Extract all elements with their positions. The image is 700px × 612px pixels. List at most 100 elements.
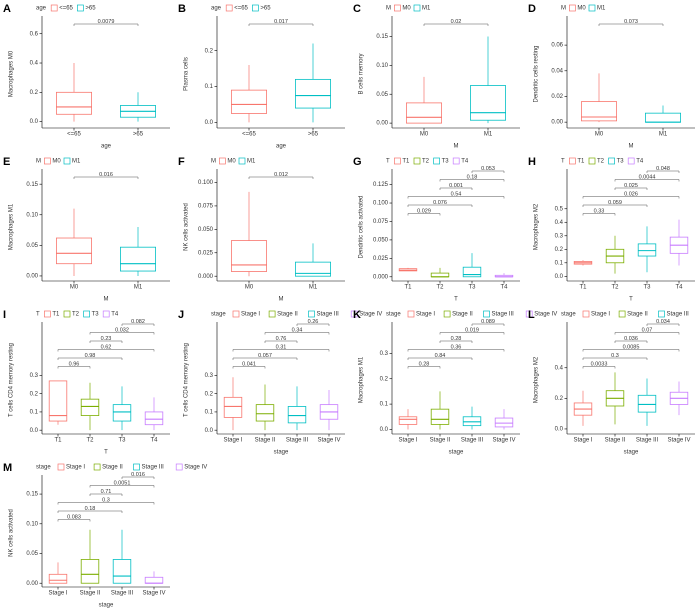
y-tick-label: 0.0 (205, 428, 214, 434)
legend-key (50, 4, 58, 12)
y-axis-label: B cells memory (359, 53, 365, 94)
y-tick-label: 0.2 (30, 391, 39, 397)
comparison-bracket (471, 170, 505, 173)
p-value: 0.54 (451, 191, 462, 197)
y-tick-label: 0.00 (26, 581, 38, 587)
legend-entry: M0 (402, 6, 411, 12)
legend-key (77, 4, 84, 12)
legend-entry: T2 (597, 159, 605, 165)
comparison-bracket (296, 323, 330, 326)
x-tick-label: Stage I (573, 438, 592, 444)
comparison-bracket (73, 176, 139, 179)
legend-entry: M1 (247, 159, 256, 165)
legend-entry: Stage I (416, 312, 435, 318)
legend-entry: T2 (422, 159, 430, 165)
y-tick-label: 0.00 (551, 120, 563, 126)
x-tick-label: Stage III (636, 438, 659, 444)
legend-key (93, 463, 101, 471)
x-tick-label: T3 (118, 438, 126, 444)
legend-title: stage (211, 312, 226, 318)
p-value: 0.18 (467, 174, 478, 180)
legend-key (44, 310, 51, 318)
x-tick-label: Stage II (430, 438, 451, 444)
p-value: 0.032 (115, 327, 129, 333)
p-value: 0.23 (101, 336, 112, 342)
box (462, 266, 482, 278)
box (56, 237, 93, 265)
x-tick-label: T3 (468, 285, 476, 291)
legend-key (658, 310, 665, 318)
x-axis-label: M (454, 144, 459, 150)
legend-entry: T1 (52, 312, 60, 318)
legend-entry: T1 (577, 159, 585, 165)
y-tick-label: 0.100 (373, 201, 389, 207)
comparison-bracket (264, 340, 298, 343)
legend-key (175, 463, 183, 471)
legend-key (252, 4, 259, 12)
p-value: 0.048 (656, 166, 670, 172)
box (56, 91, 93, 115)
legend-key (63, 310, 71, 318)
legend-entry: Stage III (142, 465, 165, 471)
comparison-bracket (57, 510, 123, 513)
y-axis-label: NK cells activated (9, 509, 15, 557)
box (406, 102, 443, 124)
p-value: 0.041 (242, 361, 256, 367)
y-tick-label: 0.025 (373, 256, 389, 262)
panel-label: G (353, 156, 362, 168)
comparison-bracket (89, 340, 123, 343)
p-value: 0.3 (611, 353, 619, 359)
p-value: 0.76 (276, 336, 287, 342)
x-axis-label: T (629, 297, 633, 303)
x-tick-label: >65 (308, 132, 319, 138)
p-value: 0.012 (274, 172, 288, 178)
x-tick-label: Stage III (461, 438, 484, 444)
y-tick-label: 0.050 (198, 227, 214, 233)
x-axis-label: stage (99, 603, 114, 609)
y-tick-label: 0.050 (373, 237, 389, 243)
legend-title: age (36, 6, 47, 12)
p-value: 0.053 (481, 166, 495, 172)
x-tick-label: T2 (611, 285, 619, 291)
p-value: 0.28 (451, 336, 462, 342)
panel: H T T1 T2 T3 T4 0.0 0.1 0.2 0.3 0.4 0.5 Macrophages … (528, 156, 695, 303)
y-tick-label: 0.10 (376, 63, 388, 69)
x-axis-label: M (104, 297, 109, 303)
comparison-bracket (407, 357, 473, 360)
comparison-bracket (582, 366, 616, 369)
y-tick-label: 0.000 (198, 274, 214, 280)
comparison-bracket (439, 332, 505, 335)
p-value: 0.07 (642, 327, 653, 333)
legend-title: stage (36, 465, 51, 471)
legend-key (413, 4, 421, 12)
box (112, 404, 132, 422)
legend-entry: <=65 (59, 6, 73, 12)
x-axis-label: stage (624, 450, 639, 456)
panel: F M M0 M1 0.000 0.025 0.050 0.075 0.100 NK cells … (178, 156, 345, 303)
x-tick-label: Stage II (255, 438, 276, 444)
comparison-bracket (232, 357, 298, 360)
y-axis-label: NK cells activated (184, 203, 190, 251)
legend-key (238, 157, 246, 165)
legend-entry: Stage IV (184, 465, 207, 471)
legend-key (225, 4, 233, 12)
comparison-bracket (407, 204, 473, 207)
legend-key (57, 463, 65, 471)
p-value: 0.02 (451, 19, 462, 25)
legend-key (525, 310, 533, 318)
box (112, 559, 132, 584)
x-tick-label: M1 (484, 132, 493, 138)
p-value: 0.31 (276, 344, 287, 350)
box (120, 246, 157, 272)
p-value: 0.0033 (591, 361, 608, 367)
legend-entry: M1 (72, 159, 81, 165)
legend-entry: Stage I (591, 312, 610, 318)
box (645, 112, 682, 123)
p-value: 0.0079 (98, 19, 115, 25)
comparison-bracket (439, 340, 473, 343)
panel: C M M0 M1 0.00 0.05 0.10 0.15 B cells memory M M0 M… (353, 3, 520, 150)
y-tick-label: 0.0 (555, 427, 564, 433)
legend-entry: Stage II (452, 312, 473, 318)
y-tick-label: 0.2 (30, 90, 39, 96)
